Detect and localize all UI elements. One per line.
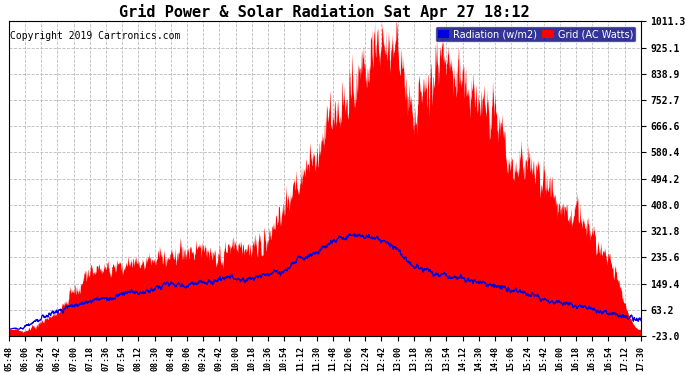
Legend: Radiation (w/m2), Grid (AC Watts): Radiation (w/m2), Grid (AC Watts) [435, 26, 636, 42]
Text: Copyright 2019 Cartronics.com: Copyright 2019 Cartronics.com [10, 31, 180, 41]
Title: Grid Power & Solar Radiation Sat Apr 27 18:12: Grid Power & Solar Radiation Sat Apr 27 … [119, 4, 530, 20]
